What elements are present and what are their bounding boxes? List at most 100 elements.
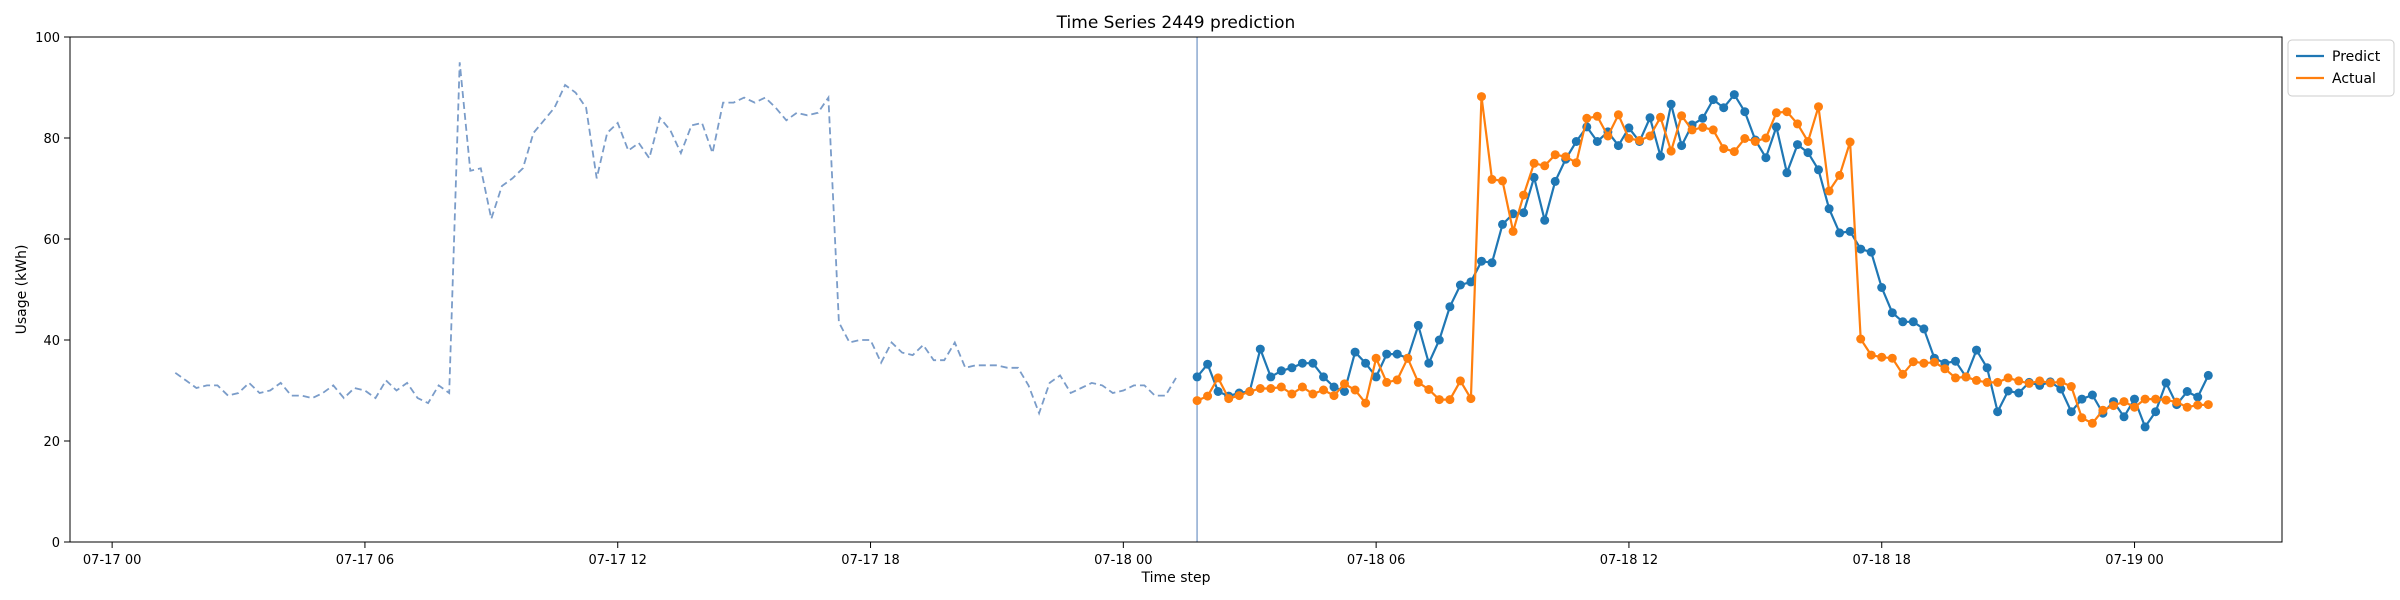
data-point-actual: [1308, 389, 1318, 399]
data-point-actual: [1361, 398, 1371, 408]
data-point-actual: [2066, 382, 2076, 391]
data-point-actual: [1835, 170, 1845, 180]
data-point-predict: [1729, 90, 1739, 100]
plot-area: [69, 36, 2283, 543]
data-point-actual: [1761, 133, 1771, 143]
data-point-predict: [1740, 107, 1750, 117]
data-point-predict: [1719, 103, 1729, 113]
data-point-predict: [1972, 345, 1981, 355]
data-point-actual: [1266, 384, 1276, 393]
data-point-predict: [1382, 349, 1392, 359]
data-point-predict: [1645, 113, 1655, 123]
data-point-predict: [1824, 204, 1834, 214]
data-point-actual: [1972, 375, 1981, 385]
data-point-predict: [2066, 407, 2076, 417]
data-point-actual: [2119, 397, 2129, 407]
data-point-actual: [1603, 131, 1613, 141]
data-point-predict: [1413, 320, 1423, 330]
data-point-actual: [1297, 382, 1307, 392]
data-point-actual: [1814, 102, 1823, 112]
series-line-history: [174, 62, 1177, 416]
data-point-actual: [1403, 353, 1413, 363]
data-point-predict: [1477, 256, 1486, 266]
data-point-predict: [1392, 349, 1402, 359]
legend-label: Predict: [2332, 49, 2381, 65]
data-point-actual: [1740, 134, 1750, 143]
data-point-actual: [1613, 110, 1623, 120]
plot-frame: [69, 36, 2283, 543]
data-point-predict: [1329, 382, 1339, 392]
data-point-actual: [1245, 387, 1255, 396]
data-point-actual: [1582, 113, 1592, 123]
data-point-predict: [1982, 363, 1992, 373]
data-point-predict: [1371, 372, 1381, 382]
data-point-actual: [2130, 402, 2139, 412]
data-point-predict: [1455, 280, 1465, 290]
data-point-predict: [1255, 344, 1265, 354]
x-axis: 07-17 00 07-17 06 07-17 12 07-17 18 07-18 00…: [83, 542, 2164, 568]
data-point-actual: [1656, 112, 1665, 122]
data-point-actual: [2014, 376, 2024, 386]
y-tick-label: 80: [43, 132, 60, 147]
data-point-actual: [2203, 400, 2213, 410]
data-point-predict: [1613, 141, 1623, 151]
data-point-actual: [1466, 394, 1476, 404]
y-tick-label: 20: [43, 435, 60, 450]
data-point-predict: [2056, 384, 2066, 394]
data-point-predict: [1919, 324, 1929, 334]
data-point-actual: [1477, 92, 1486, 102]
data-point-predict: [1203, 359, 1213, 369]
data-point-actual: [2109, 401, 2118, 411]
data-point-actual: [1571, 158, 1581, 168]
data-point-predict: [1434, 335, 1444, 345]
data-point-actual: [1413, 377, 1423, 387]
data-point-predict: [1529, 172, 1539, 182]
data-point-actual: [1234, 391, 1244, 401]
data-point-actual: [2098, 405, 2108, 415]
data-point-actual: [1487, 174, 1497, 184]
data-point-actual: [1877, 352, 1887, 362]
data-point-actual: [1687, 125, 1697, 135]
data-point-actual: [2077, 413, 2087, 423]
data-point-actual: [1719, 144, 1729, 154]
series-line-predict: [1196, 92, 2210, 430]
data-point-actual: [1371, 353, 1381, 363]
data-point-actual: [1203, 391, 1213, 401]
data-point-actual: [1698, 122, 1708, 132]
data-point-actual: [1677, 111, 1687, 121]
data-point-actual: [1382, 377, 1392, 387]
data-point-predict: [1487, 258, 1497, 268]
data-point-predict: [1866, 247, 1876, 257]
data-point-actual: [1782, 107, 1792, 117]
data-point-predict: [1761, 153, 1771, 163]
data-point-actual: [1550, 150, 1560, 160]
data-point-actual: [1940, 364, 1950, 374]
data-point-actual: [1750, 137, 1760, 146]
x-tick-label: 07-19 00: [2105, 553, 2163, 568]
data-point-predict: [1877, 283, 1887, 292]
data-point-predict: [1340, 387, 1349, 396]
data-point-predict: [2140, 422, 2150, 432]
data-point-actual: [1887, 353, 1897, 363]
data-point-actual: [1635, 136, 1644, 145]
legend-box: [2287, 39, 2395, 97]
data-point-predict: [1656, 151, 1665, 161]
data-point-actual: [1434, 395, 1444, 405]
data-point-predict: [1213, 387, 1223, 396]
data-point-predict: [2151, 407, 2161, 417]
data-point-actual: [1540, 161, 1550, 171]
data-point-predict: [1424, 358, 1434, 368]
x-axis-title: Time step: [1141, 570, 1211, 586]
data-point-actual: [2056, 377, 2066, 387]
data-point-predict: [1898, 317, 1908, 327]
data-point-actual: [1866, 350, 1876, 360]
data-point-actual: [1213, 373, 1223, 383]
data-point-predict: [1771, 122, 1781, 132]
data-point-predict: [1624, 123, 1634, 133]
data-point-actual: [2045, 378, 2055, 388]
data-point-predict: [1192, 372, 1202, 382]
data-point-actual: [2087, 418, 2097, 428]
data-point-predict: [2193, 392, 2203, 402]
data-point-actual: [1803, 137, 1813, 146]
data-point-actual: [1908, 357, 1918, 367]
